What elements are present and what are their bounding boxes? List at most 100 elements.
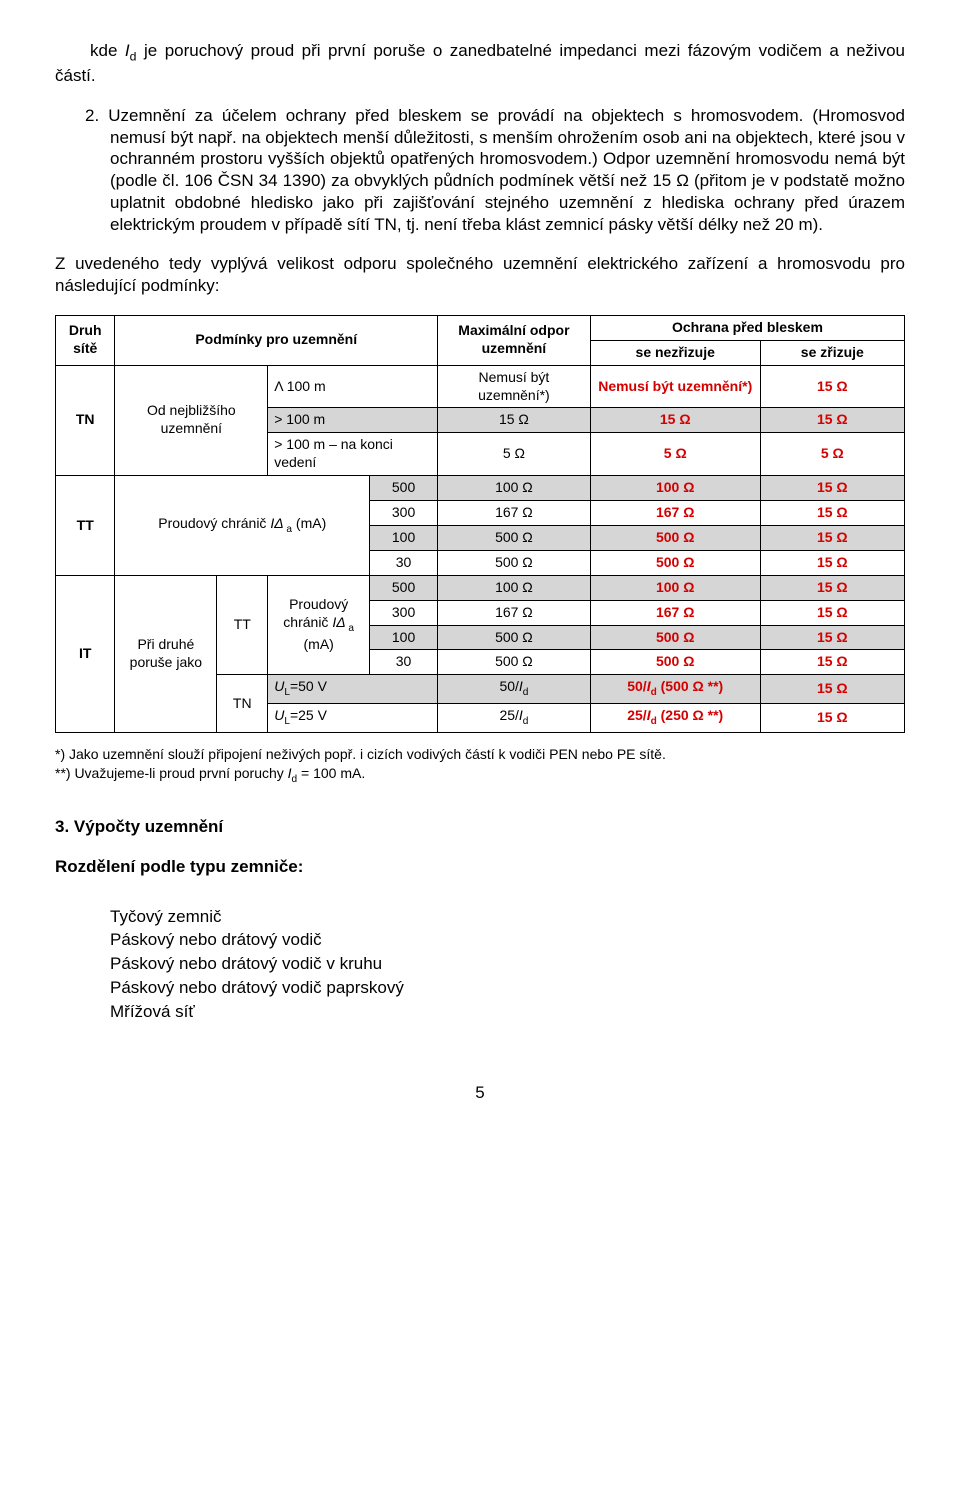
cell: 15 Ω bbox=[760, 675, 904, 704]
cell: 15 Ω bbox=[760, 575, 904, 600]
cell: 500 Ω bbox=[590, 550, 760, 575]
heading-rozdeleni: Rozdělení podle typu zemniče: bbox=[55, 856, 905, 878]
symbol: IΔ bbox=[270, 515, 283, 531]
text: 50/ bbox=[627, 678, 646, 694]
cell: > 100 m – na konci vedení bbox=[268, 433, 438, 476]
cell-tt: TT bbox=[56, 476, 115, 576]
subscript: a bbox=[284, 523, 292, 534]
cell: 30 bbox=[370, 650, 438, 675]
text: =25 V bbox=[290, 707, 327, 723]
cell: 15 Ω bbox=[760, 625, 904, 650]
text: 25/ bbox=[499, 707, 518, 723]
cell: 50/Id (500 Ω **) bbox=[590, 675, 760, 704]
th-druh: Druh sítě bbox=[56, 315, 115, 365]
cell: 500 Ω bbox=[438, 525, 591, 550]
cell: 15 Ω bbox=[438, 408, 591, 433]
cell: 30 bbox=[370, 550, 438, 575]
text: (mA) bbox=[304, 636, 334, 652]
cell: 15 Ω bbox=[760, 501, 904, 526]
cell: 300 bbox=[370, 501, 438, 526]
text: 50/ bbox=[499, 678, 518, 694]
th-ochrana: Ochrana před bleskem bbox=[590, 315, 904, 340]
cell: 5 Ω bbox=[590, 433, 760, 476]
paragraph-2: 2. Uzemnění za účelem ochrany před blesk… bbox=[55, 105, 905, 236]
subscript: d bbox=[523, 687, 529, 698]
symbol: IΔ bbox=[332, 614, 345, 630]
cell: 167 Ω bbox=[590, 600, 760, 625]
cell-it-tn: TN bbox=[217, 675, 268, 732]
cell: 500 Ω bbox=[438, 625, 591, 650]
note-1: *) Jako uzemnění slouží připojení neživý… bbox=[55, 745, 905, 764]
text: Proudový chránič bbox=[158, 515, 270, 531]
cell: 500 Ω bbox=[438, 550, 591, 575]
cell-it-tt: TT bbox=[217, 575, 268, 675]
cell: 25/Id bbox=[438, 704, 591, 733]
text: 25/ bbox=[627, 707, 646, 723]
cell: Λ 100 m bbox=[268, 365, 438, 408]
th-max-odpor: Maximální odpor uzemnění bbox=[438, 315, 591, 365]
cell: UL=25 V bbox=[268, 704, 438, 733]
symbol: U bbox=[274, 707, 284, 723]
symbol: U bbox=[274, 678, 284, 694]
cell: 15 Ω bbox=[760, 408, 904, 433]
cell: 100 Ω bbox=[438, 575, 591, 600]
cell: 15 Ω bbox=[760, 550, 904, 575]
cell: 300 bbox=[370, 600, 438, 625]
note-2: **) Uvažujeme-li proud první poruchy Id … bbox=[55, 764, 905, 786]
cell: 500 bbox=[370, 476, 438, 501]
text: kde bbox=[90, 41, 125, 60]
text: (mA) bbox=[292, 515, 326, 531]
cell: 167 Ω bbox=[590, 501, 760, 526]
cell: 15 Ω bbox=[760, 704, 904, 733]
cell: Nemusí být uzemnění*) bbox=[590, 365, 760, 408]
cell: 15 Ω bbox=[760, 476, 904, 501]
cell: 15 Ω bbox=[760, 525, 904, 550]
list-item: Mřížová síť bbox=[110, 1001, 905, 1023]
cell: 500 bbox=[370, 575, 438, 600]
list-item: Páskový nebo drátový vodič v kruhu bbox=[110, 953, 905, 975]
cell-it-tt-chranic: Proudový chránič IΔ a (mA) bbox=[268, 575, 370, 675]
cell: 100 Ω bbox=[590, 575, 760, 600]
text: **) Uvažujeme-li proud první poruchy bbox=[55, 765, 288, 781]
earther-type-list: Tyčový zemnič Páskový nebo drátový vodič… bbox=[110, 906, 905, 1023]
cell: 500 Ω bbox=[590, 650, 760, 675]
cell: 15 Ω bbox=[760, 365, 904, 408]
list-item: Páskový nebo drátový vodič bbox=[110, 929, 905, 951]
list-item: Páskový nebo drátový vodič paprskový bbox=[110, 977, 905, 999]
cell-tn: TN bbox=[56, 365, 115, 476]
text: = 100 mA. bbox=[297, 765, 365, 781]
cell: 5 Ω bbox=[760, 433, 904, 476]
cell: 50/Id bbox=[438, 675, 591, 704]
cell: 167 Ω bbox=[438, 501, 591, 526]
cell: 25/Id (250 Ω **) bbox=[590, 704, 760, 733]
cell-tt-block: Proudový chránič IΔ a (mA) bbox=[115, 476, 370, 576]
cell: 100 bbox=[370, 525, 438, 550]
cell: 100 Ω bbox=[590, 476, 760, 501]
cell: 100 bbox=[370, 625, 438, 650]
table-notes: *) Jako uzemnění slouží připojení neživý… bbox=[55, 745, 905, 786]
paragraph-3: Z uvedeného tedy vyplývá velikost odporu… bbox=[55, 253, 905, 297]
list-item: Tyčový zemnič bbox=[110, 906, 905, 928]
th-zrizuje: se zřizuje bbox=[760, 340, 904, 365]
cell: UL=50 V bbox=[268, 675, 438, 704]
cell: Nemusí být uzemnění*) bbox=[438, 365, 591, 408]
cell-it: IT bbox=[56, 575, 115, 732]
page-number: 5 bbox=[55, 1082, 905, 1104]
cell: 15 Ω bbox=[760, 650, 904, 675]
th-nezrizuje: se nezřizuje bbox=[590, 340, 760, 365]
heading-3: 3. Výpočty uzemnění bbox=[55, 816, 905, 838]
cell: 167 Ω bbox=[438, 600, 591, 625]
cell: 5 Ω bbox=[438, 433, 591, 476]
subscript: d bbox=[523, 716, 529, 727]
cell: > 100 m bbox=[268, 408, 438, 433]
text: je poruchový proud při první poruše o za… bbox=[55, 41, 905, 85]
cell: 100 Ω bbox=[438, 476, 591, 501]
cell: 15 Ω bbox=[760, 600, 904, 625]
cell: 500 Ω bbox=[438, 650, 591, 675]
th-podminky: Podmínky pro uzemnění bbox=[115, 315, 438, 365]
subscript: a bbox=[346, 623, 354, 634]
cell: 500 Ω bbox=[590, 625, 760, 650]
cell-tn-block: Od nejbližšího uzemnění bbox=[115, 365, 268, 476]
resistance-table: Druh sítě Podmínky pro uzemnění Maximáln… bbox=[55, 315, 905, 733]
cell-it-block: Při druhé poruše jako bbox=[115, 575, 217, 732]
